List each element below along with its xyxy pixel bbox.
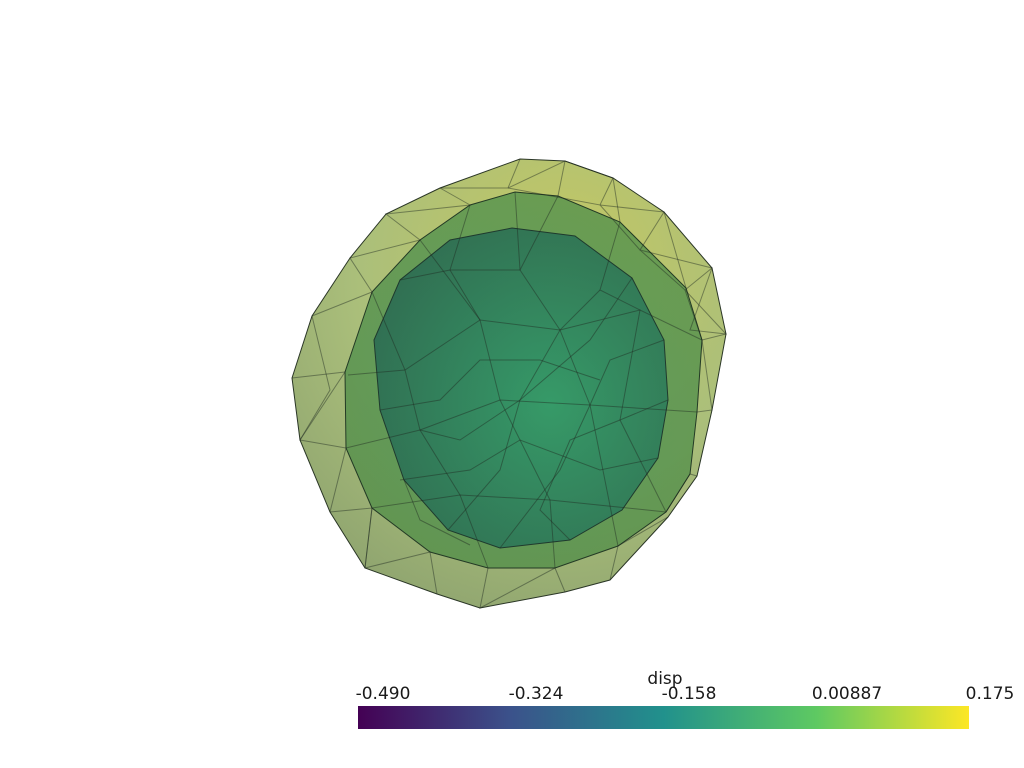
- scalar-bar-tick-label: 0.175: [965, 684, 1015, 704]
- scalar-bar-ramp: [358, 706, 969, 729]
- scalar-bar-tick-label: -0.490: [355, 684, 411, 704]
- scalar-bar-tick-label: 0.00887: [811, 684, 883, 704]
- scalar-bar-tick-label: -0.158: [661, 684, 717, 704]
- inner-surface: [373, 227, 669, 549]
- scalar-bar-title: disp: [647, 669, 683, 689]
- inner-hull: [373, 227, 669, 549]
- scalar-bar-gradient: [358, 706, 969, 729]
- mesh-wireframe: [291, 158, 727, 609]
- scalar-bar-tick-label: -0.324: [508, 684, 564, 704]
